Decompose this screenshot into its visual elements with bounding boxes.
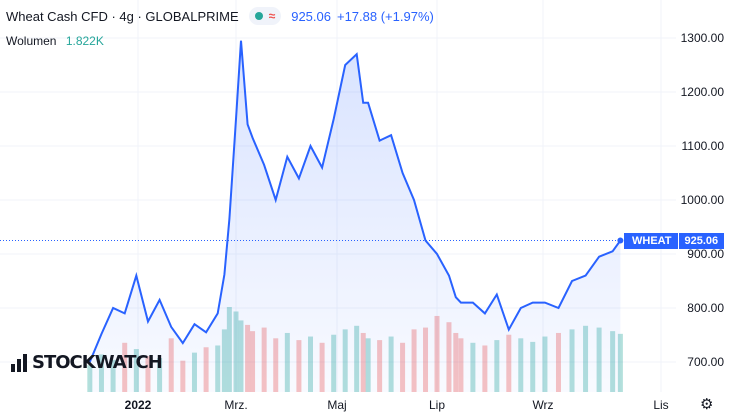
y-tick-label: 900.00	[687, 247, 724, 261]
price-area	[89, 40, 621, 392]
stockwatch-logo: STOCKWATCH	[11, 352, 163, 373]
volume-label: Wolumen	[6, 34, 57, 48]
y-tick-label: 1100.00	[682, 139, 725, 153]
price-change: +17.88 (+1.97%)	[336, 8, 434, 24]
logo-bars-icon	[11, 353, 27, 372]
x-tick-label: 2022	[125, 398, 152, 412]
x-tick-label: Lis	[653, 398, 668, 412]
symbol-title[interactable]: Wheat Cash CFD · 4g · GLOBALPRIME	[6, 8, 239, 24]
x-axis[interactable]: 2022 Mrz. Maj Lip Wrz Lis	[125, 398, 669, 412]
price-tag: WHEAT 925.06	[624, 232, 725, 249]
x-tick-label: Wrz	[532, 398, 553, 412]
last-price: 925.06	[291, 8, 331, 24]
settings-gear-icon[interactable]: ⚙	[700, 396, 714, 413]
x-tick-label: Lip	[429, 398, 445, 412]
y-tick-label: 1300.00	[681, 31, 725, 45]
market-open-icon	[254, 12, 263, 20]
last-price-point	[617, 237, 624, 244]
y-tick-label: 1200.00	[681, 85, 725, 99]
y-tick-label: 700.00	[687, 355, 724, 369]
y-tick-label: 800.00	[687, 301, 724, 315]
volume-value: 1.822K	[65, 34, 104, 48]
y-axis[interactable]: 700.00 800.00 900.00 1000.00 1100.00 1200.00 1…	[681, 31, 725, 369]
chart-header: Wheat Cash CFD · 4g · GLOBALPRIME ≈ 925.…	[6, 7, 434, 25]
x-tick-label: Maj	[327, 398, 346, 412]
y-tick-label: 1000.00	[681, 193, 725, 207]
price-tag-symbol: WHEAT	[624, 232, 678, 249]
price-tag-value: 925.06	[677, 232, 725, 249]
wave-icon: ≈	[268, 9, 276, 23]
x-tick-label: Mrz.	[224, 398, 247, 412]
logo-text: STOCKWATCH	[32, 352, 163, 373]
price-line	[88, 40, 622, 363]
volume-legend[interactable]: Wolumen 1.822K	[6, 34, 104, 48]
market-status[interactable]: ≈	[248, 7, 282, 25]
